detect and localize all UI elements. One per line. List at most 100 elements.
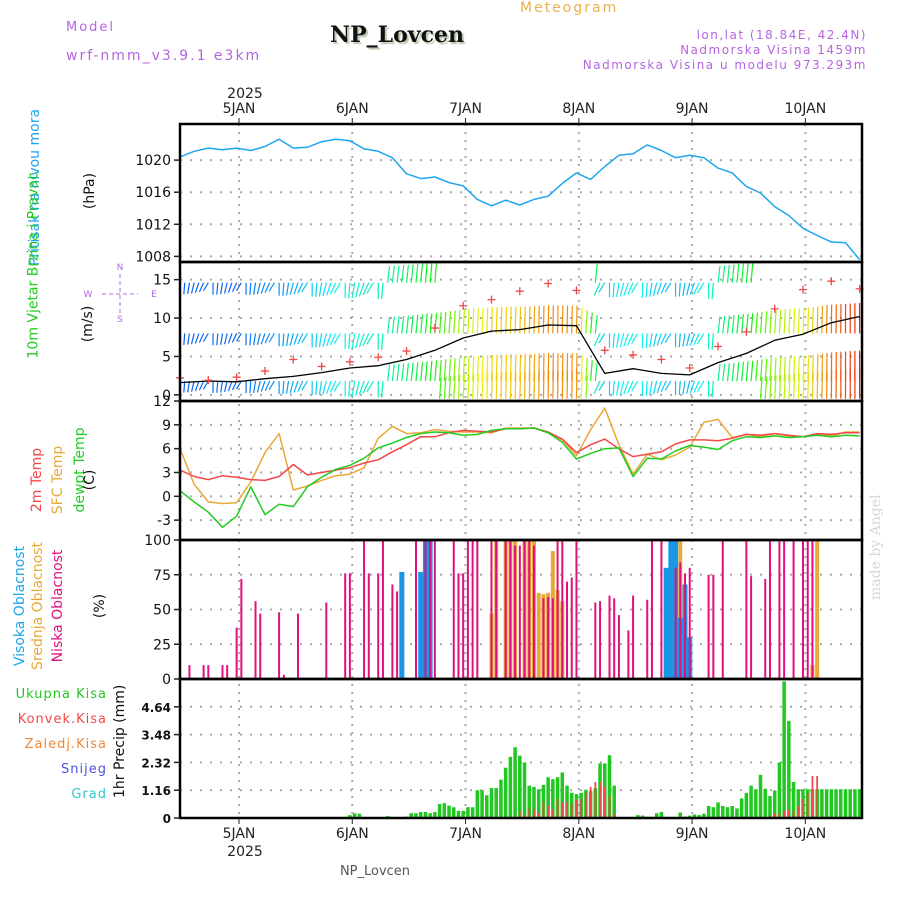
wind-arrow: [778, 374, 782, 399]
conv-precip-bar: [613, 814, 616, 818]
low-cloud-bar: [632, 595, 635, 679]
wind-arrows: [179, 262, 861, 399]
wind-arrow: [264, 333, 271, 344]
wind-arrow: [326, 380, 332, 394]
wind-arrow: [253, 282, 257, 295]
wind-arrow: [693, 333, 700, 346]
total-precip-bar: [772, 790, 777, 818]
total-precip-bar: [857, 789, 862, 818]
total-precip-bar: [636, 815, 640, 818]
wind-arrow: [249, 282, 252, 295]
total-precip-bar: [447, 805, 451, 818]
wind-arrow: [664, 380, 672, 391]
wind-arrow: [750, 262, 754, 283]
gust-marker: [345, 357, 354, 366]
wind-arrow: [318, 282, 323, 297]
wind-arrow: [326, 282, 332, 296]
low-cloud-bar: [523, 540, 526, 679]
gust-marker: [204, 376, 213, 385]
low-cloud-bar: [433, 540, 436, 679]
wind-arrow: [187, 282, 191, 295]
wind-arrow: [594, 264, 598, 283]
wind-arrow: [486, 372, 489, 399]
grid-layer: [180, 124, 862, 819]
wind-arrow: [285, 282, 290, 296]
conv-precip-bar: [589, 786, 592, 818]
conv-precip-bar: [551, 809, 554, 818]
wind-arrow: [656, 333, 662, 346]
total-precip-bar: [503, 767, 508, 818]
wind-arrow: [722, 265, 726, 283]
low-cloud-bar: [547, 596, 550, 679]
y-tick-label: 15: [153, 273, 171, 289]
day-label-bottom: 6JAN: [336, 826, 369, 842]
legend-convective-rain: Konvek.Kisa: [17, 712, 107, 727]
model-label: Model: [66, 20, 116, 35]
wind-arrow: [783, 309, 786, 334]
wind-arrow: [472, 373, 475, 399]
wind-arrow: [571, 370, 573, 399]
wind-arrow: [593, 380, 601, 394]
wind-arrow: [566, 305, 569, 334]
wind-arrow: [216, 380, 219, 393]
wind-arrow: [355, 333, 360, 349]
total-precip-bar: [522, 762, 527, 818]
conv-precip-bar: [594, 782, 597, 818]
wind-arrow: [769, 310, 772, 334]
gust-marker: [487, 295, 496, 304]
wind-arrow: [631, 333, 639, 344]
low-cloud-bar: [202, 665, 205, 679]
wind-arrow: [623, 282, 629, 296]
wind-arrow: [256, 282, 261, 295]
y-tick-label: 0: [162, 388, 171, 404]
total-precip-bar: [720, 806, 725, 818]
total-precip-bar: [532, 786, 536, 818]
total-precip-bar: [796, 789, 801, 818]
wind-arrow: [282, 380, 285, 395]
gust-marker: [232, 373, 241, 382]
low-cloud-bar: [282, 674, 285, 679]
total-precip-bar: [711, 807, 716, 818]
wind-arrow: [202, 282, 209, 292]
wind-arrow: [764, 358, 768, 382]
high-cloud-bar: [668, 540, 674, 679]
total-precip-bar: [749, 785, 753, 818]
wind-arrow: [505, 306, 508, 334]
wind-arrow: [689, 333, 696, 346]
wind-arrow: [387, 316, 391, 334]
total-precip-bar: [423, 812, 428, 818]
wind-arrow: [678, 282, 681, 297]
wind-arrow: [301, 380, 308, 391]
low-cloud-bar: [414, 540, 417, 679]
wind-arrow: [722, 363, 726, 382]
wind-arrow: [476, 373, 479, 399]
conv-precip-bar: [518, 810, 521, 818]
wind-arrow: [519, 372, 522, 399]
conv-precip-bar: [773, 813, 776, 818]
wind-arrow: [593, 282, 601, 296]
wind-arrow: [523, 371, 526, 399]
conv-precip-bar: [787, 809, 790, 818]
low-cloud-bar: [712, 574, 715, 679]
y-tick-label: -3: [157, 513, 171, 529]
conv-precip-bar: [533, 809, 535, 818]
wind-arrow: [764, 376, 768, 399]
wind-arrow: [348, 282, 351, 299]
wind-arrow: [495, 372, 498, 399]
wind-arrow: [678, 380, 681, 395]
wind-arrow: [769, 375, 772, 399]
total-precip-bar: [834, 789, 838, 818]
total-precip-bar: [565, 785, 569, 818]
conv-precip-bar: [603, 786, 606, 818]
wind-arrow: [590, 312, 593, 334]
coordinates: lon,lat (18.84E, 42.4N): [696, 28, 867, 42]
wind-arrow: [652, 282, 658, 297]
low-cloud-bar: [684, 573, 687, 679]
wind-arrow: [443, 311, 447, 334]
wind-arrow: [420, 314, 424, 334]
low-cloud-bar: [254, 601, 257, 679]
wind-arrow: [424, 313, 428, 334]
wind-arrow: [462, 309, 465, 334]
low-cloud-bar: [792, 540, 795, 679]
wind-arrow: [268, 282, 275, 292]
